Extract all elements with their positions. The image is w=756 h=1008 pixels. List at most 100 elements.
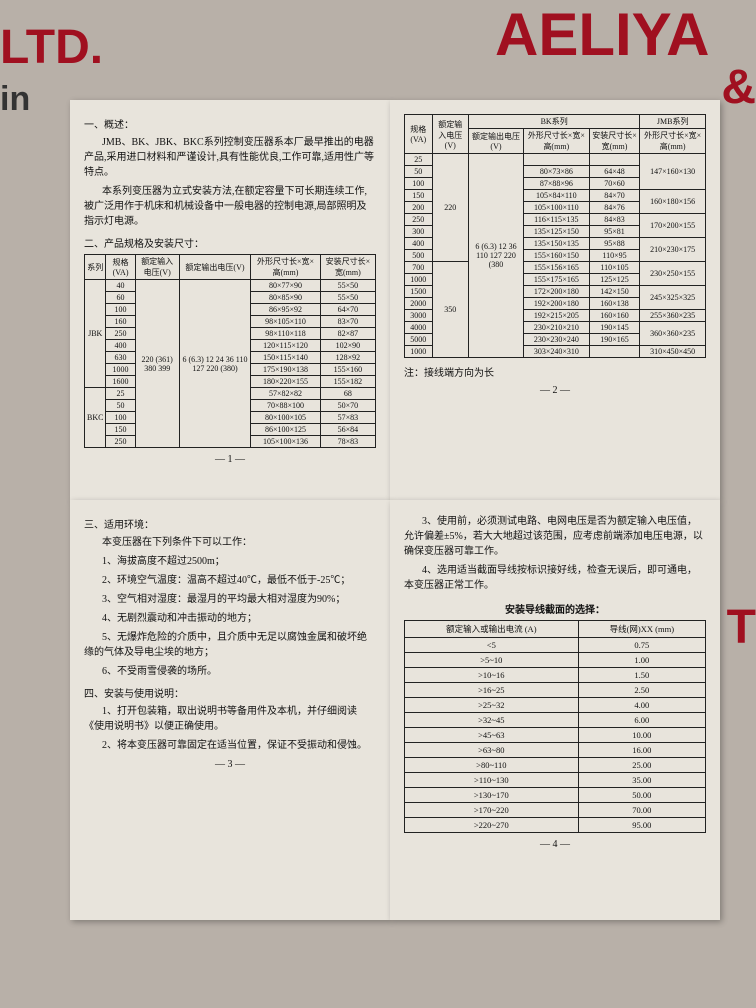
td: 6 (6.3) 12 36 110 127 220 (380 (468, 154, 523, 358)
td: 78×83 (320, 436, 375, 448)
td: 160×180×156 (640, 190, 706, 214)
page-number: — 1 — (84, 454, 376, 465)
td: 110×105 (589, 262, 640, 274)
page-number: — 3 — (84, 759, 376, 770)
th: 规格(VA) (106, 255, 135, 280)
bg-text: LTD. (0, 20, 103, 75)
paragraph: 本系列变压器为立式安装方法,在额定容量下可长期连续工作,被广泛用作于机床和机械设… (84, 184, 376, 229)
th: 外形尺寸长×宽×高(mm) (640, 129, 706, 154)
td: 6 (6.3) 12 24 36 110 127 220 (380) (179, 280, 251, 448)
td: 80×85×90 (251, 292, 321, 304)
page-3: 三、适用环境： 本变压器在下列条件下可以工作： 1、海拔高度不超过2500m； … (70, 500, 390, 920)
td: >130~170 (405, 788, 579, 803)
td: 155×156×165 (524, 262, 590, 274)
td: 50.00 (578, 788, 705, 803)
td: >220~270 (405, 818, 579, 833)
td: 230×210×210 (524, 322, 590, 334)
spec-table-2: 规格(VA) 额定输入电压(V) BK系列 JMB系列 额定输出电压(V) 外形… (404, 114, 706, 358)
td: 50 (106, 400, 135, 412)
td: 190×165 (589, 334, 640, 346)
th: 额定输入或输出电流 (A) (405, 621, 579, 638)
list-item: 5、无爆炸危险的介质中，且介质中无足以腐蚀金属和破坏绝缘的气体及导电尘埃的地方； (84, 630, 376, 660)
td: 255×360×235 (640, 310, 706, 322)
td: 50 (405, 166, 433, 178)
th: 额定输入电压(V) (135, 255, 179, 280)
td: 1500 (405, 286, 433, 298)
paragraph: 本变压器在下列条件下可以工作： (84, 535, 376, 550)
td: 40 (106, 280, 135, 292)
td: 0.75 (578, 638, 705, 653)
td: 100 (405, 178, 433, 190)
td: 300 (405, 226, 433, 238)
td: 25 (106, 388, 135, 400)
spec-table-1: 系列 规格(VA) 额定输入电压(V) 额定输出电压(V) 外形尺寸长×宽×高(… (84, 254, 376, 448)
td: 172×200×180 (524, 286, 590, 298)
td: 87×88×96 (524, 178, 590, 190)
td: 155×160×150 (524, 250, 590, 262)
page-number: — 2 — (404, 385, 706, 396)
td: 83×70 (320, 316, 375, 328)
list-item: 2、环境空气温度：温高不超过40℃，最低不低于-25℃； (84, 573, 376, 588)
td: 155×175×165 (524, 274, 590, 286)
th: 安装尺寸长×宽(mm) (320, 255, 375, 280)
td (589, 346, 640, 358)
td: 25 (405, 154, 433, 166)
td: 70×88×100 (251, 400, 321, 412)
list-item: 3、空气相对湿度：最湿月的平均最大相对湿度为90%； (84, 592, 376, 607)
td: 220 (432, 154, 468, 262)
td: 160×160 (589, 310, 640, 322)
td: 190×145 (589, 322, 640, 334)
td: 120×115×120 (251, 340, 321, 352)
td: 55×50 (320, 280, 375, 292)
list-item: 1、海拔高度不超过2500m； (84, 554, 376, 569)
td: 303×240×310 (524, 346, 590, 358)
paragraph: JMB、BK、JBK、BKC系列控制变压器系本厂最早推出的电器产品,采用进口材料… (84, 135, 376, 180)
td: >32~45 (405, 713, 579, 728)
td: 1000 (405, 346, 433, 358)
td: 102×90 (320, 340, 375, 352)
th: 导线(网)XX (mm) (578, 621, 705, 638)
page-1: 一、概述： JMB、BK、JBK、BKC系列控制变压器系本厂最早推出的电器产品,… (70, 100, 390, 500)
list-item: 3、使用前，必须测试电路、电网电压是否为额定输入电压值，允许偏差±5%，若大大地… (404, 514, 706, 559)
td: 230×250×155 (640, 262, 706, 286)
td: 116×115×135 (524, 214, 590, 226)
td: 250 (106, 436, 135, 448)
td: 1600 (106, 376, 135, 388)
td: 155×160 (320, 364, 375, 376)
td: 400 (106, 340, 135, 352)
td (524, 154, 590, 166)
th: 外形尺寸长×宽×高(mm) (524, 129, 590, 154)
th: 额定输入电压(V) (432, 115, 468, 154)
td: >10~16 (405, 668, 579, 683)
td: 1.50 (578, 668, 705, 683)
td: 50×70 (320, 400, 375, 412)
subheading: 安装导线截面的选择： (404, 601, 706, 616)
td: 170×200×155 (640, 214, 706, 238)
td: 84×76 (589, 202, 640, 214)
td: 192×200×180 (524, 298, 590, 310)
td (589, 154, 640, 166)
td: 135×125×150 (524, 226, 590, 238)
td: 105×100×136 (251, 436, 321, 448)
td: 4.00 (578, 698, 705, 713)
th: 外形尺寸长×宽×高(mm) (251, 255, 321, 280)
td: 86×100×125 (251, 424, 321, 436)
list-item: 4、选用适当截面导线按标识接好线，检查无误后，即可通电，本变压器正常工作。 (404, 563, 706, 593)
bg-text: T (727, 600, 756, 655)
bg-text: AELIYA (495, 0, 710, 69)
td: 400 (405, 238, 433, 250)
td: 57×82×82 (251, 388, 321, 400)
td: 98×110×118 (251, 328, 321, 340)
td: >25~32 (405, 698, 579, 713)
td: 147×160×130 (640, 154, 706, 190)
th: BK系列 (468, 115, 639, 129)
td: 16.00 (578, 743, 705, 758)
td: <5 (405, 638, 579, 653)
td: >110~130 (405, 773, 579, 788)
td: 3000 (405, 310, 433, 322)
td: 210×230×175 (640, 238, 706, 262)
page-4: 3、使用前，必须测试电路、电网电压是否为额定输入电压值，允许偏差±5%，若大大地… (390, 500, 720, 920)
td: 1.00 (578, 653, 705, 668)
td: 360×360×235 (640, 322, 706, 346)
th: JMB系列 (640, 115, 706, 129)
